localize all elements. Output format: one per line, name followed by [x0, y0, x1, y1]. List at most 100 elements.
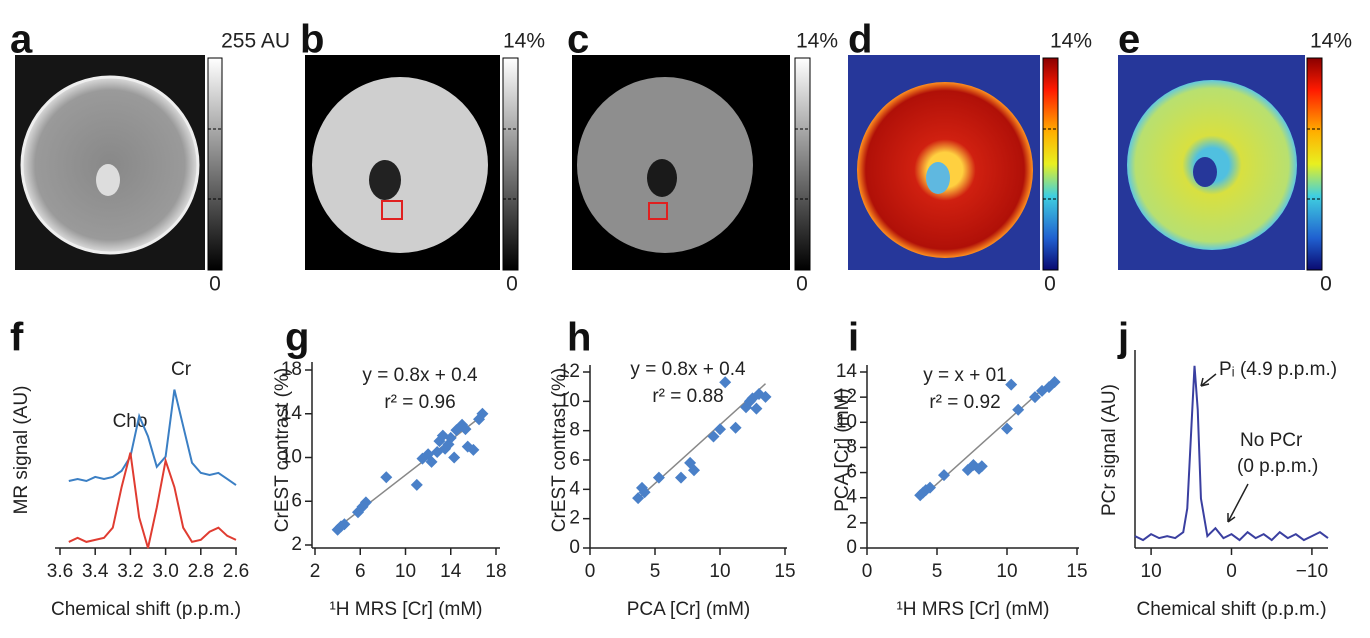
colorbar-ticks	[795, 128, 810, 200]
lumen	[926, 162, 950, 194]
colorbar-ticks	[208, 128, 222, 200]
series-line	[68, 389, 237, 486]
colorbar	[1042, 57, 1059, 271]
panel-label: g	[285, 316, 309, 360]
image-panel-e: e 14% 0	[1118, 18, 1352, 296]
scatter-point	[638, 486, 651, 499]
x-axis-title: ¹H MRS [Cr] (mM)	[329, 599, 482, 620]
panel-label: a	[10, 18, 33, 62]
scatter-point	[467, 443, 480, 456]
y-tick-label: 0	[846, 537, 857, 558]
y-tick-label: 8	[846, 436, 857, 457]
scatter-point	[1048, 376, 1061, 389]
panel-label: j	[1117, 316, 1129, 360]
colorbar-ticks	[1043, 128, 1058, 200]
scatter-point	[359, 496, 372, 509]
lumen	[369, 160, 401, 200]
scatter-point	[425, 455, 438, 468]
scatter-point	[975, 460, 988, 473]
x-tick-label: 2.8	[188, 561, 214, 582]
annotation: (0 p.p.m.)	[1237, 456, 1318, 477]
tissue	[312, 77, 488, 253]
x-axis-title: Chemical shift (p.p.m.)	[1136, 599, 1326, 620]
panel-label: b	[300, 18, 324, 62]
colorbar-ticks	[1307, 128, 1322, 200]
scatter-point	[675, 471, 687, 484]
scatter-point	[652, 471, 665, 484]
scatter-point	[448, 451, 461, 464]
series-line	[68, 452, 237, 549]
x-tick-label: 15	[774, 561, 795, 582]
panel-label: c	[567, 18, 589, 62]
colorbar-max: 14%	[1050, 30, 1092, 53]
image-panel-d: d 14% 0	[848, 18, 1092, 296]
y-axis-title: MR signal (AU)	[11, 386, 32, 515]
y-tick-label: 6	[569, 449, 580, 470]
y-tick-label: 2	[846, 512, 857, 533]
image-panel-a: a 255 AU 0	[10, 18, 290, 296]
x-tick-label: 2.6	[223, 561, 249, 582]
x-tick-label: 0	[585, 561, 596, 582]
lumen	[1193, 157, 1217, 187]
y-tick-label: 4	[846, 487, 857, 508]
x-tick-label: −10	[1296, 561, 1328, 582]
image-panel-c: c 14% 0	[567, 18, 838, 296]
colorbar-min: 0	[1044, 273, 1056, 296]
y-axis-title: PCr signal (AU)	[1099, 384, 1120, 516]
y-tick-label: 6	[291, 490, 302, 511]
y-tick-label: 10	[836, 411, 857, 432]
x-tick-label: 3.0	[152, 561, 178, 582]
colorbar	[502, 57, 519, 271]
x-axis-title: ¹H MRS [Cr] (mM)	[896, 599, 1049, 620]
panel-label: d	[848, 18, 872, 62]
scatter-point	[476, 407, 489, 420]
annotation: Pᵢ (4.9 p.p.m.)	[1219, 359, 1337, 380]
scatter-point	[924, 481, 936, 494]
roi	[648, 202, 668, 220]
annotation: r² = 0.92	[929, 392, 1000, 413]
x-tick-label: 10	[709, 561, 730, 582]
x-tick-label: 10	[395, 561, 416, 582]
annotation: y = x + 01	[923, 365, 1006, 386]
scatter-point	[938, 469, 950, 482]
x-axis-title: PCA [Cr] (mM)	[627, 599, 751, 620]
y-tick-label: 10	[559, 390, 580, 411]
y-tick-label: 4	[569, 478, 580, 499]
x-tick-label: 3.2	[117, 561, 143, 582]
colorbar	[1306, 57, 1323, 271]
colorbar-min: 0	[796, 273, 808, 296]
scatter-point	[1001, 422, 1013, 435]
y-tick-label: 8	[569, 420, 580, 441]
x-tick-label: 18	[485, 561, 506, 582]
panel-label: i	[848, 316, 859, 360]
colorbar	[207, 57, 223, 271]
scatter-point	[1012, 403, 1025, 416]
colorbar-min: 0	[506, 273, 518, 296]
colorbar	[794, 57, 811, 271]
x-tick-label: 3.4	[82, 561, 109, 582]
series-line	[1134, 365, 1329, 542]
roi	[381, 200, 403, 220]
colorbar-ticks	[503, 128, 518, 200]
y-axis-title: CrEST contrast (%)	[549, 368, 570, 532]
annotation-arrows	[1200, 373, 1249, 523]
x-tick-label: 5	[650, 561, 661, 582]
scatter-point	[338, 518, 351, 531]
scatter-point	[688, 464, 700, 477]
x-tick-label: 14	[440, 561, 462, 582]
scatter-point	[410, 478, 423, 491]
x-axis-title: Chemical shift (p.p.m.)	[51, 599, 241, 620]
scatter-point	[759, 390, 772, 403]
x-tick-label: 15	[1066, 561, 1087, 582]
x-tick-label: 0	[1226, 561, 1237, 582]
y-axis-title: PCA [Cr] (mM)	[832, 388, 853, 512]
x-tick-label: 2	[310, 561, 321, 582]
annotation: y = 0.8x + 0.4	[630, 359, 746, 380]
x-tick-label: 5	[932, 561, 943, 582]
scatter-point	[380, 471, 393, 484]
y-tick-label: 2	[569, 508, 580, 529]
annotation: No PCr	[1240, 430, 1303, 451]
y-axis-title: CrEST contrast (%)	[272, 368, 293, 532]
colorbar-max: 14%	[796, 30, 838, 53]
